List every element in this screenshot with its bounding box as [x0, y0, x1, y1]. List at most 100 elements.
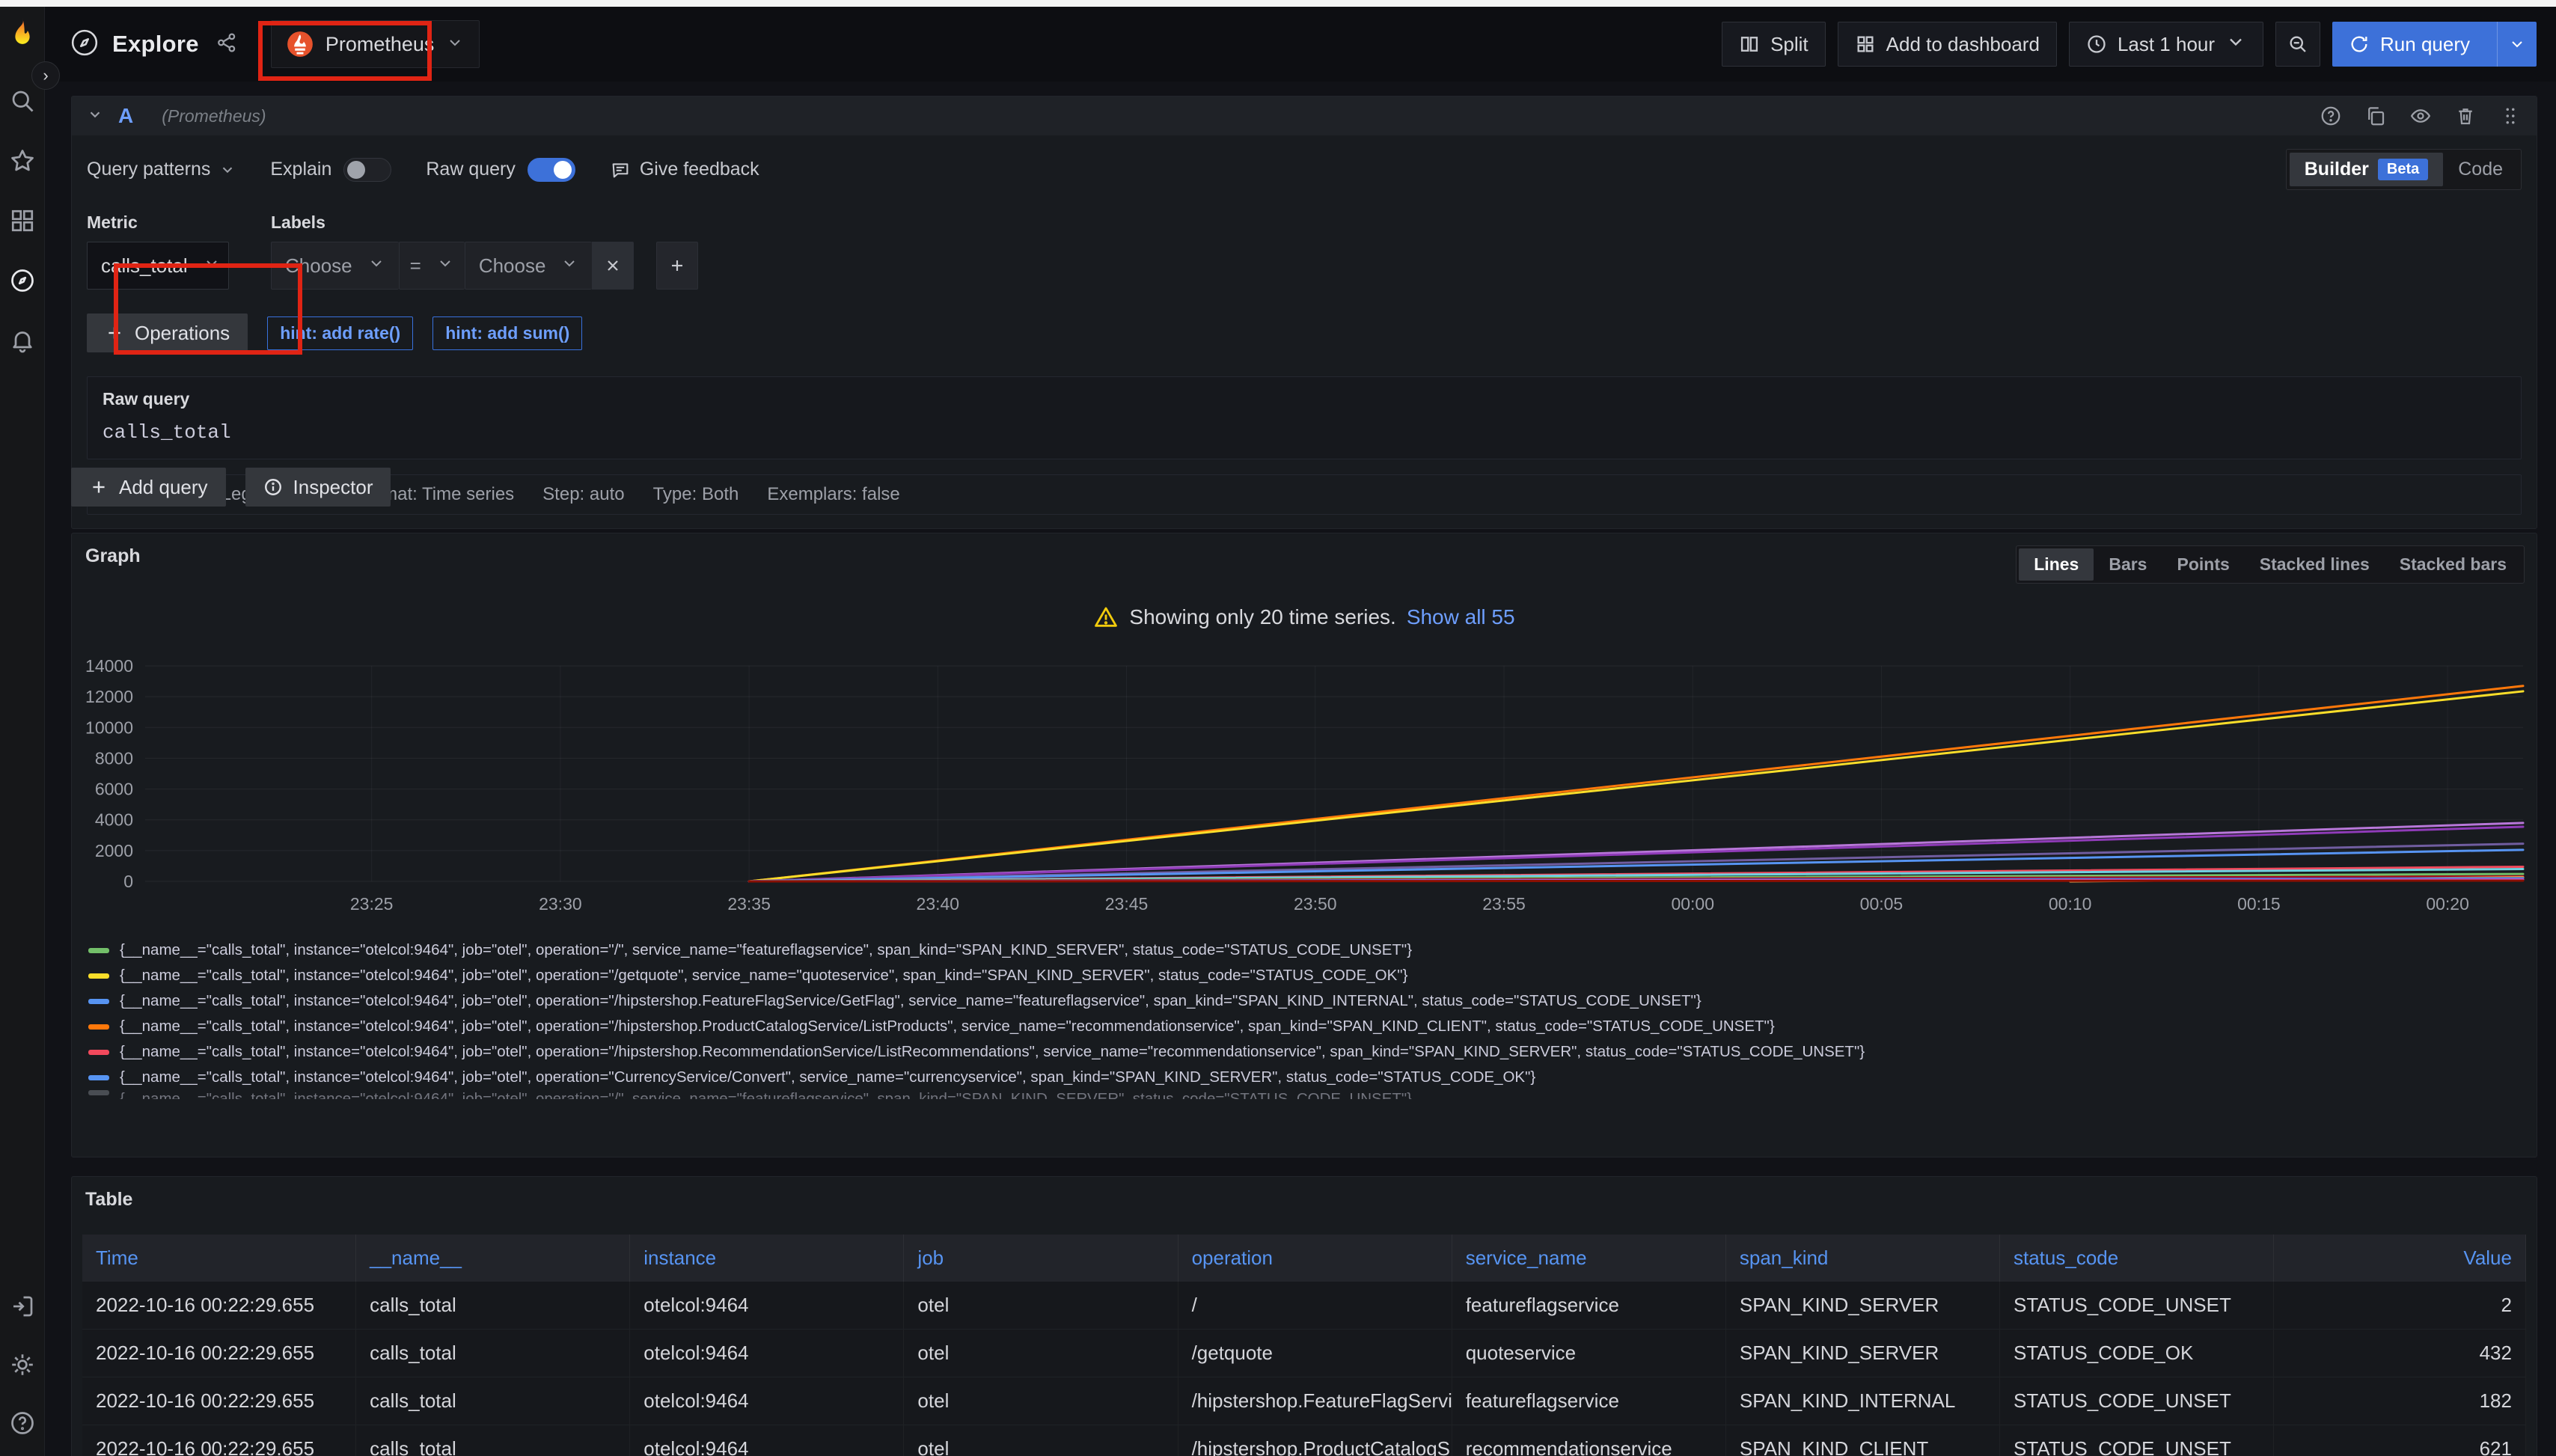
plus-icon	[89, 477, 108, 497]
explain-toggle[interactable]	[343, 158, 391, 182]
results-table: Time__name__instancejoboperationservice_…	[82, 1235, 2526, 1456]
table-cell: 2022-10-16 00:22:29.655	[82, 1377, 356, 1425]
beta-badge: Beta	[2378, 159, 2428, 180]
legend-series-color-icon	[88, 1075, 109, 1080]
table-cell: STATUS_CODE_UNSET	[2000, 1377, 2274, 1425]
graph-mode-bars[interactable]: Bars	[2094, 548, 2162, 581]
column-header-time[interactable]: Time	[82, 1235, 356, 1282]
graph-mode-stacked-lines[interactable]: Stacked lines	[2245, 548, 2385, 581]
column-header-statuscode[interactable]: status_code	[2000, 1235, 2274, 1282]
svg-text:23:25: 23:25	[350, 894, 394, 914]
add-label-filter-button[interactable]	[656, 242, 698, 290]
svg-text:0: 0	[123, 872, 133, 891]
delete-query-trash-icon[interactable]	[2454, 105, 2477, 127]
comment-icon	[610, 159, 631, 180]
search-icon[interactable]	[9, 88, 36, 114]
help-icon[interactable]	[9, 1410, 36, 1437]
give-feedback-link[interactable]: Give feedback	[610, 159, 759, 180]
give-feedback-label: Give feedback	[640, 159, 759, 180]
legend-item[interactable]: {__name__="calls_total", instance="otelc…	[88, 1039, 2537, 1065]
time-series-chart[interactable]: 0200040006000800010000120001400023:2523:…	[79, 643, 2534, 922]
settings-gear-icon[interactable]	[9, 1351, 36, 1378]
share-link-icon[interactable]	[213, 31, 238, 58]
table-body: 2022-10-16 00:22:29.655calls_totalotelco…	[82, 1282, 2526, 1456]
label-value-select[interactable]: Choose	[465, 242, 593, 290]
operations-button[interactable]: Operations	[87, 313, 248, 352]
query-hint-button[interactable]: hint: add rate()	[267, 316, 413, 350]
remove-label-filter-button[interactable]	[592, 242, 634, 290]
legend-series-color-icon	[88, 1024, 109, 1030]
svg-text:14000: 14000	[85, 656, 133, 676]
drag-handle-icon[interactable]	[2499, 105, 2522, 127]
alerting-bell-icon[interactable]	[9, 327, 36, 354]
option-summary-item: Exemplars: false	[767, 484, 899, 504]
column-header-value[interactable]: Value	[2274, 1235, 2526, 1282]
label-operator-select[interactable]: =	[399, 242, 465, 290]
legend-item[interactable]: {__name__="calls_total", instance="otelc…	[88, 1014, 2537, 1039]
split-button[interactable]: Split	[1722, 22, 1826, 67]
add-query-button[interactable]: Add query	[71, 468, 226, 507]
column-header-operation[interactable]: operation	[1178, 1235, 1452, 1282]
table-cell: calls_total	[356, 1330, 630, 1377]
raw-query-label: Raw query	[103, 389, 2506, 409]
explore-nav-icon[interactable]	[9, 267, 36, 294]
query-datasource-hint: (Prometheus)	[162, 106, 266, 126]
grafana-logo-icon[interactable]	[6, 16, 39, 49]
label-key-select[interactable]: Choose	[271, 242, 399, 290]
graph-mode-points[interactable]: Points	[2162, 548, 2244, 581]
sign-in-icon[interactable]	[9, 1293, 36, 1320]
grafana-explore-screen: › Explore Prometheus Split Add to dashbo…	[0, 0, 2556, 1456]
column-header-spankind[interactable]: span_kind	[1726, 1235, 2000, 1282]
svg-text:10000: 10000	[85, 718, 133, 737]
explain-label: Explain	[270, 159, 331, 180]
metric-value: calls_total	[101, 254, 188, 278]
table-cell: otel	[904, 1377, 1178, 1425]
column-header-servicename[interactable]: service_name	[1452, 1235, 1726, 1282]
query-hint-button[interactable]: hint: add sum()	[432, 316, 582, 350]
datasource-picker[interactable]: Prometheus	[271, 20, 480, 68]
code-mode-button[interactable]: Code	[2443, 153, 2518, 186]
query-help-icon[interactable]	[2320, 105, 2342, 127]
query-patterns-dropdown[interactable]: Query patterns	[87, 159, 236, 180]
legend-series-label: {__name__="calls_total", instance="otelc…	[120, 941, 1412, 959]
legend-item[interactable]: {__name__="calls_total", instance="otelc…	[88, 937, 2537, 963]
sidebar-expand-button[interactable]: ›	[31, 61, 60, 90]
warning-triangle-icon	[1093, 605, 1119, 630]
disable-query-eye-icon[interactable]	[2409, 105, 2432, 127]
dashboard-grid-icon	[1855, 34, 1876, 55]
inspector-button[interactable]: Inspector	[245, 468, 391, 507]
show-all-series-link[interactable]: Show all 55	[1407, 605, 1515, 629]
graph-mode-stacked-bars[interactable]: Stacked bars	[2385, 548, 2522, 581]
collapse-query-chevron-icon[interactable]	[87, 106, 103, 126]
graph-mode-lines[interactable]: Lines	[2019, 548, 2094, 581]
column-header-instance[interactable]: instance	[630, 1235, 904, 1282]
column-header-job[interactable]: job	[904, 1235, 1178, 1282]
label-operator: =	[410, 254, 421, 278]
starred-icon[interactable]	[9, 147, 36, 174]
dashboards-icon[interactable]	[9, 207, 36, 234]
run-query-button[interactable]: Run query	[2332, 22, 2537, 67]
builder-mode-button[interactable]: Builder Beta	[2290, 153, 2443, 186]
zoom-out-button[interactable]	[2275, 22, 2320, 67]
run-query-dropdown[interactable]	[2497, 22, 2537, 67]
raw-query-value: calls_total	[103, 421, 2506, 444]
add-to-dashboard-button[interactable]: Add to dashboard	[1838, 22, 2057, 67]
metric-select[interactable]: calls_total	[87, 242, 229, 290]
duplicate-query-icon[interactable]	[2364, 105, 2387, 127]
legend-series-color-icon	[88, 973, 109, 979]
page-title: Explore	[112, 31, 199, 58]
legend-item[interactable]: {__name__="calls_total", instance="otelc…	[88, 988, 2537, 1014]
sidebar	[0, 7, 45, 1456]
column-header-name[interactable]: __name__	[356, 1235, 630, 1282]
legend-item[interactable]: {__name__="calls_total", instance="otelc…	[88, 1065, 2537, 1090]
table-cell: featureflagservice	[1452, 1377, 1726, 1425]
raw-query-toggle[interactable]	[528, 158, 575, 182]
legend-series-label: {__name__="calls_total", instance="otelc…	[120, 992, 1702, 1010]
query-options-row[interactable]: Options Legend: AutoFormat: Time seriesS…	[87, 474, 2522, 515]
time-range-picker[interactable]: Last 1 hour	[2069, 22, 2263, 67]
query-ref-id[interactable]: A	[118, 104, 133, 128]
explore-toolbar: Explore Prometheus Split Add to dashboar…	[45, 7, 2556, 82]
svg-text:23:55: 23:55	[1482, 894, 1526, 914]
legend-item[interactable]: {__name__="calls_total", instance="otelc…	[88, 963, 2537, 988]
table-cell: otel	[904, 1330, 1178, 1377]
